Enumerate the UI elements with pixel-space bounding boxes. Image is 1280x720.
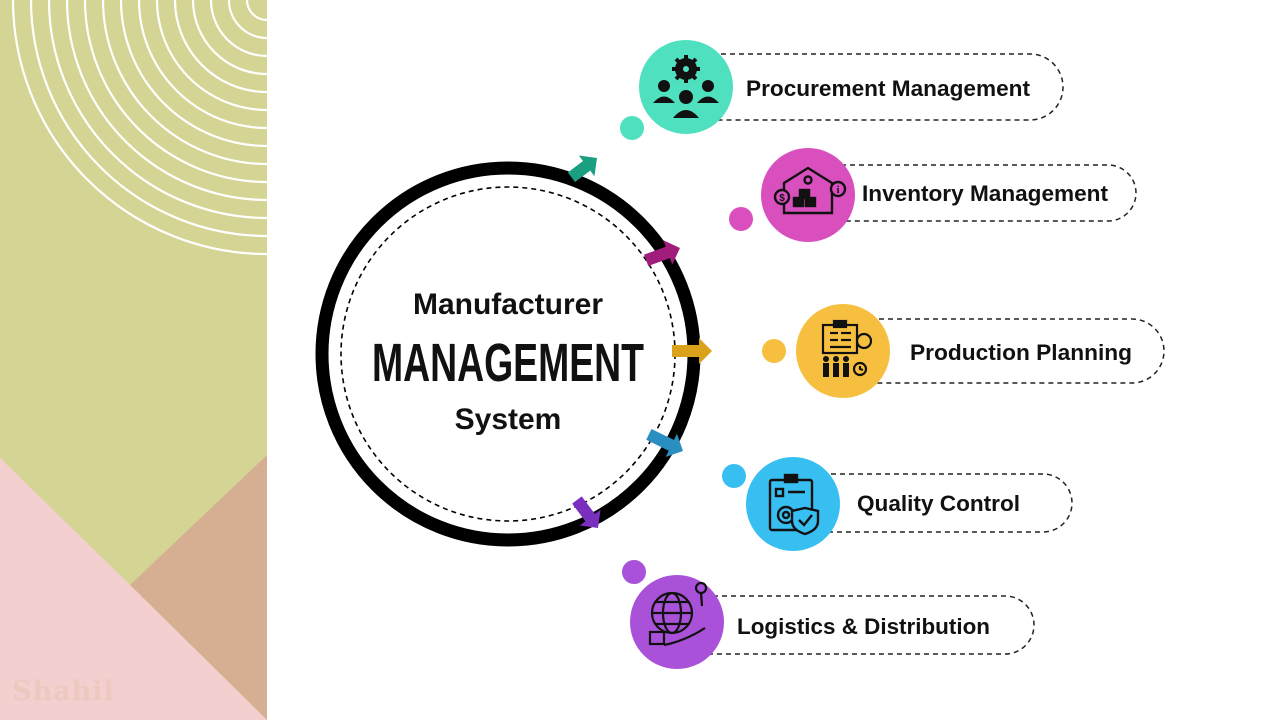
arrow-icon [672, 338, 712, 364]
watermark: Shahil [12, 676, 115, 707]
process-label: Quality Control [857, 491, 1020, 516]
global-delivery-icon [648, 581, 708, 647]
connector-quality [646, 428, 746, 488]
arrow-icon [646, 428, 683, 457]
process-label: Production Planning [910, 340, 1132, 365]
tan-triangle [130, 455, 267, 720]
pill-production [843, 318, 1165, 384]
hub-title-line1: Manufacturer [413, 288, 603, 321]
svg-text:$: $ [779, 193, 785, 204]
pill-procurement [685, 53, 1064, 121]
connector-dot [729, 207, 753, 231]
hub-title-line2: MANAGEMENT [372, 333, 644, 393]
connector-inventory [644, 207, 753, 266]
connector-dot [762, 339, 786, 363]
logistics-node [630, 575, 724, 669]
label-pills [677, 53, 1165, 655]
arrow-icon [572, 496, 601, 528]
hub-circle: Manufacturer MANAGEMENT System [315, 161, 701, 547]
connector-production [672, 338, 786, 364]
planning-clipboard-icon [821, 319, 873, 377]
process-label: Logistics & Distribution [737, 614, 990, 639]
quality-node [746, 457, 840, 551]
process-label: Procurement Management [746, 76, 1031, 101]
connector-logistics [572, 496, 646, 584]
connector-dot [622, 560, 646, 584]
hub-title-line3: System [455, 403, 562, 436]
process-label: Inventory Management [862, 181, 1109, 206]
team-gear-icon [653, 55, 719, 118]
inventory-node: $ i [761, 148, 855, 242]
decorative-panel [0, 0, 267, 720]
pill-logistics [677, 595, 1035, 655]
connector-procurement [567, 116, 644, 183]
arrow-icon [567, 155, 597, 183]
pill-quality [795, 473, 1073, 533]
quality-checklist-icon [768, 473, 820, 536]
worker-figures [823, 356, 849, 377]
pill-inventory [805, 164, 1137, 222]
connector-dot [722, 464, 746, 488]
arrow-icon [644, 240, 680, 266]
pink-triangle-overlap [0, 458, 267, 720]
warehouse-icon: $ i [773, 166, 847, 215]
procurement-node [639, 40, 733, 134]
svg-text:i: i [837, 185, 840, 196]
production-node [796, 304, 890, 398]
connector-dot [620, 116, 644, 140]
